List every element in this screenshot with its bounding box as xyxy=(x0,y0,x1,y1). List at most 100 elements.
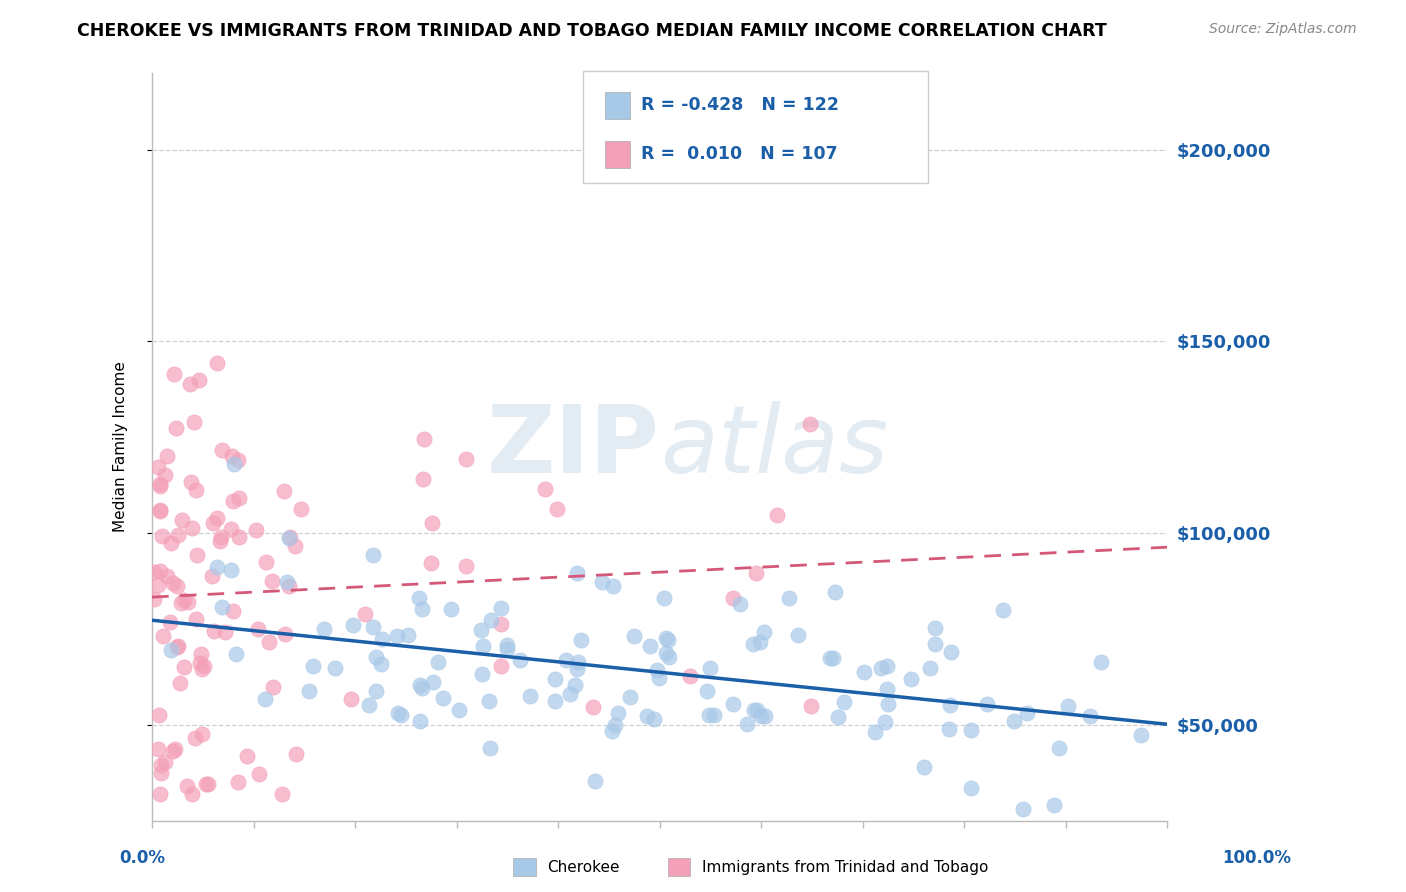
Point xyxy=(456,559,478,574)
Point xyxy=(276,574,298,589)
Point xyxy=(749,635,772,649)
Point xyxy=(623,629,645,643)
Point xyxy=(194,777,217,791)
Point xyxy=(166,579,188,593)
Point xyxy=(228,530,250,544)
Point xyxy=(165,421,187,435)
Point xyxy=(853,665,876,679)
Point xyxy=(1078,708,1101,723)
Point xyxy=(366,649,388,664)
Point xyxy=(202,624,225,638)
Point xyxy=(166,527,188,541)
Point xyxy=(721,591,744,606)
Point xyxy=(470,624,492,638)
Point xyxy=(176,779,198,793)
Point xyxy=(735,717,758,731)
Point xyxy=(270,787,292,801)
Text: atlas: atlas xyxy=(659,401,889,492)
Point xyxy=(924,621,946,635)
Point xyxy=(284,539,307,553)
Point xyxy=(602,579,624,593)
Point xyxy=(361,620,384,634)
Point xyxy=(186,548,208,562)
Point xyxy=(273,484,295,499)
Point xyxy=(209,530,232,544)
Point xyxy=(447,703,470,717)
Point xyxy=(939,698,962,712)
Point xyxy=(827,709,849,723)
Point xyxy=(162,575,184,590)
Point xyxy=(643,712,665,726)
Point xyxy=(197,777,219,791)
Point xyxy=(571,633,593,648)
Point xyxy=(605,718,627,732)
Point xyxy=(207,559,229,574)
Point xyxy=(558,687,581,701)
Point xyxy=(361,548,384,562)
Point xyxy=(170,596,193,610)
Point xyxy=(703,708,725,723)
Point xyxy=(479,740,502,755)
Point xyxy=(491,659,513,673)
Point xyxy=(583,773,606,788)
Point xyxy=(751,709,773,723)
Text: ZIP: ZIP xyxy=(486,401,659,493)
Point xyxy=(408,591,430,605)
Point xyxy=(1012,802,1035,816)
Point xyxy=(155,755,177,769)
Point xyxy=(420,516,443,531)
Point xyxy=(636,708,658,723)
Point xyxy=(359,698,381,712)
Point xyxy=(478,693,501,707)
Point xyxy=(226,452,249,467)
Point xyxy=(152,629,174,643)
Point xyxy=(385,629,408,643)
Point xyxy=(180,475,202,490)
Point xyxy=(863,725,886,739)
Point xyxy=(221,449,243,463)
Point xyxy=(565,662,588,676)
Point xyxy=(454,452,477,467)
Point xyxy=(818,651,841,665)
Point xyxy=(959,780,981,795)
Point xyxy=(657,632,679,647)
Point xyxy=(353,607,375,622)
Point xyxy=(432,691,454,706)
Point xyxy=(799,417,821,431)
Point xyxy=(567,655,589,669)
Point xyxy=(143,566,166,580)
Point xyxy=(190,662,212,676)
Point xyxy=(696,683,718,698)
Point xyxy=(1002,714,1025,728)
Point xyxy=(314,622,336,636)
Point xyxy=(912,760,935,774)
Point xyxy=(565,566,588,581)
Point xyxy=(409,714,432,728)
Point xyxy=(991,603,1014,617)
Point xyxy=(274,627,297,641)
Point xyxy=(1047,740,1070,755)
Point xyxy=(208,533,231,548)
Point xyxy=(201,516,224,530)
Point xyxy=(876,659,898,673)
Point xyxy=(191,727,214,741)
Point xyxy=(387,706,409,720)
Point xyxy=(873,715,896,730)
Point xyxy=(824,585,846,599)
Point xyxy=(340,692,363,706)
Point xyxy=(186,612,208,626)
Point xyxy=(173,593,195,607)
Point xyxy=(959,723,981,737)
Point xyxy=(169,675,191,690)
Point xyxy=(284,747,307,761)
Point xyxy=(166,640,188,655)
Point xyxy=(163,742,186,756)
Text: 0.0%: 0.0% xyxy=(120,849,166,867)
Point xyxy=(180,521,202,535)
Point xyxy=(876,681,898,696)
Point xyxy=(149,476,172,491)
Point xyxy=(544,694,567,708)
Point xyxy=(1090,656,1112,670)
Point xyxy=(471,666,494,681)
Point xyxy=(149,787,172,801)
